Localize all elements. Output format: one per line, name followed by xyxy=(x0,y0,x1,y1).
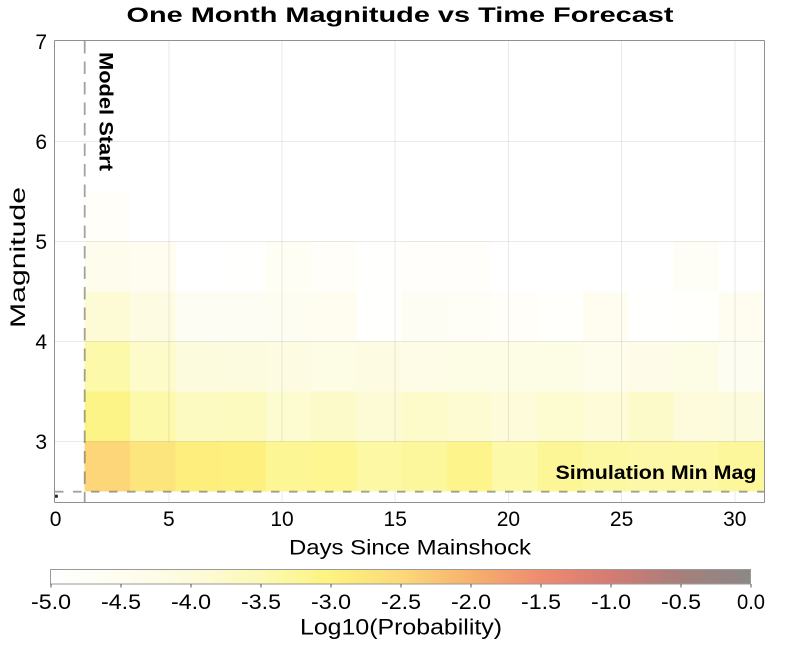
svg-text:25: 25 xyxy=(610,508,633,531)
svg-text:-1.5: -1.5 xyxy=(521,591,561,614)
svg-text:6: 6 xyxy=(35,131,47,154)
svg-text:One Month Magnitude vs Time Fo: One Month Magnitude vs Time Forecast xyxy=(127,3,674,27)
svg-text:0: 0 xyxy=(50,508,62,531)
svg-text:-5.0: -5.0 xyxy=(31,591,71,614)
svg-text:-4.5: -4.5 xyxy=(101,591,141,614)
svg-text:5: 5 xyxy=(163,508,175,531)
svg-text:0.0: 0.0 xyxy=(737,591,765,614)
svg-text:3: 3 xyxy=(35,431,47,454)
svg-text:Model Start: Model Start xyxy=(95,52,116,172)
svg-text:5: 5 xyxy=(35,231,47,254)
svg-text:20: 20 xyxy=(497,508,520,531)
svg-text:-2.0: -2.0 xyxy=(451,591,491,614)
svg-text:-3.0: -3.0 xyxy=(311,591,351,614)
svg-text:-2.5: -2.5 xyxy=(381,591,421,614)
svg-text:10: 10 xyxy=(270,508,293,531)
svg-text:Days Since Mainshock: Days Since Mainshock xyxy=(289,537,532,560)
svg-text:7: 7 xyxy=(35,31,47,54)
svg-text:15: 15 xyxy=(384,508,407,531)
svg-text:-0.5: -0.5 xyxy=(661,591,701,614)
svg-text:Log10(Probability): Log10(Probability) xyxy=(300,615,502,640)
svg-text:30: 30 xyxy=(723,508,746,531)
svg-text:Simulation Min Mag: Simulation Min Mag xyxy=(556,463,757,484)
svg-text:-4.0: -4.0 xyxy=(171,591,211,614)
svg-text:-1.0: -1.0 xyxy=(591,591,631,614)
svg-text:Magnitude: Magnitude xyxy=(7,187,30,328)
svg-text:4: 4 xyxy=(35,331,47,354)
svg-text:-3.5: -3.5 xyxy=(241,591,281,614)
